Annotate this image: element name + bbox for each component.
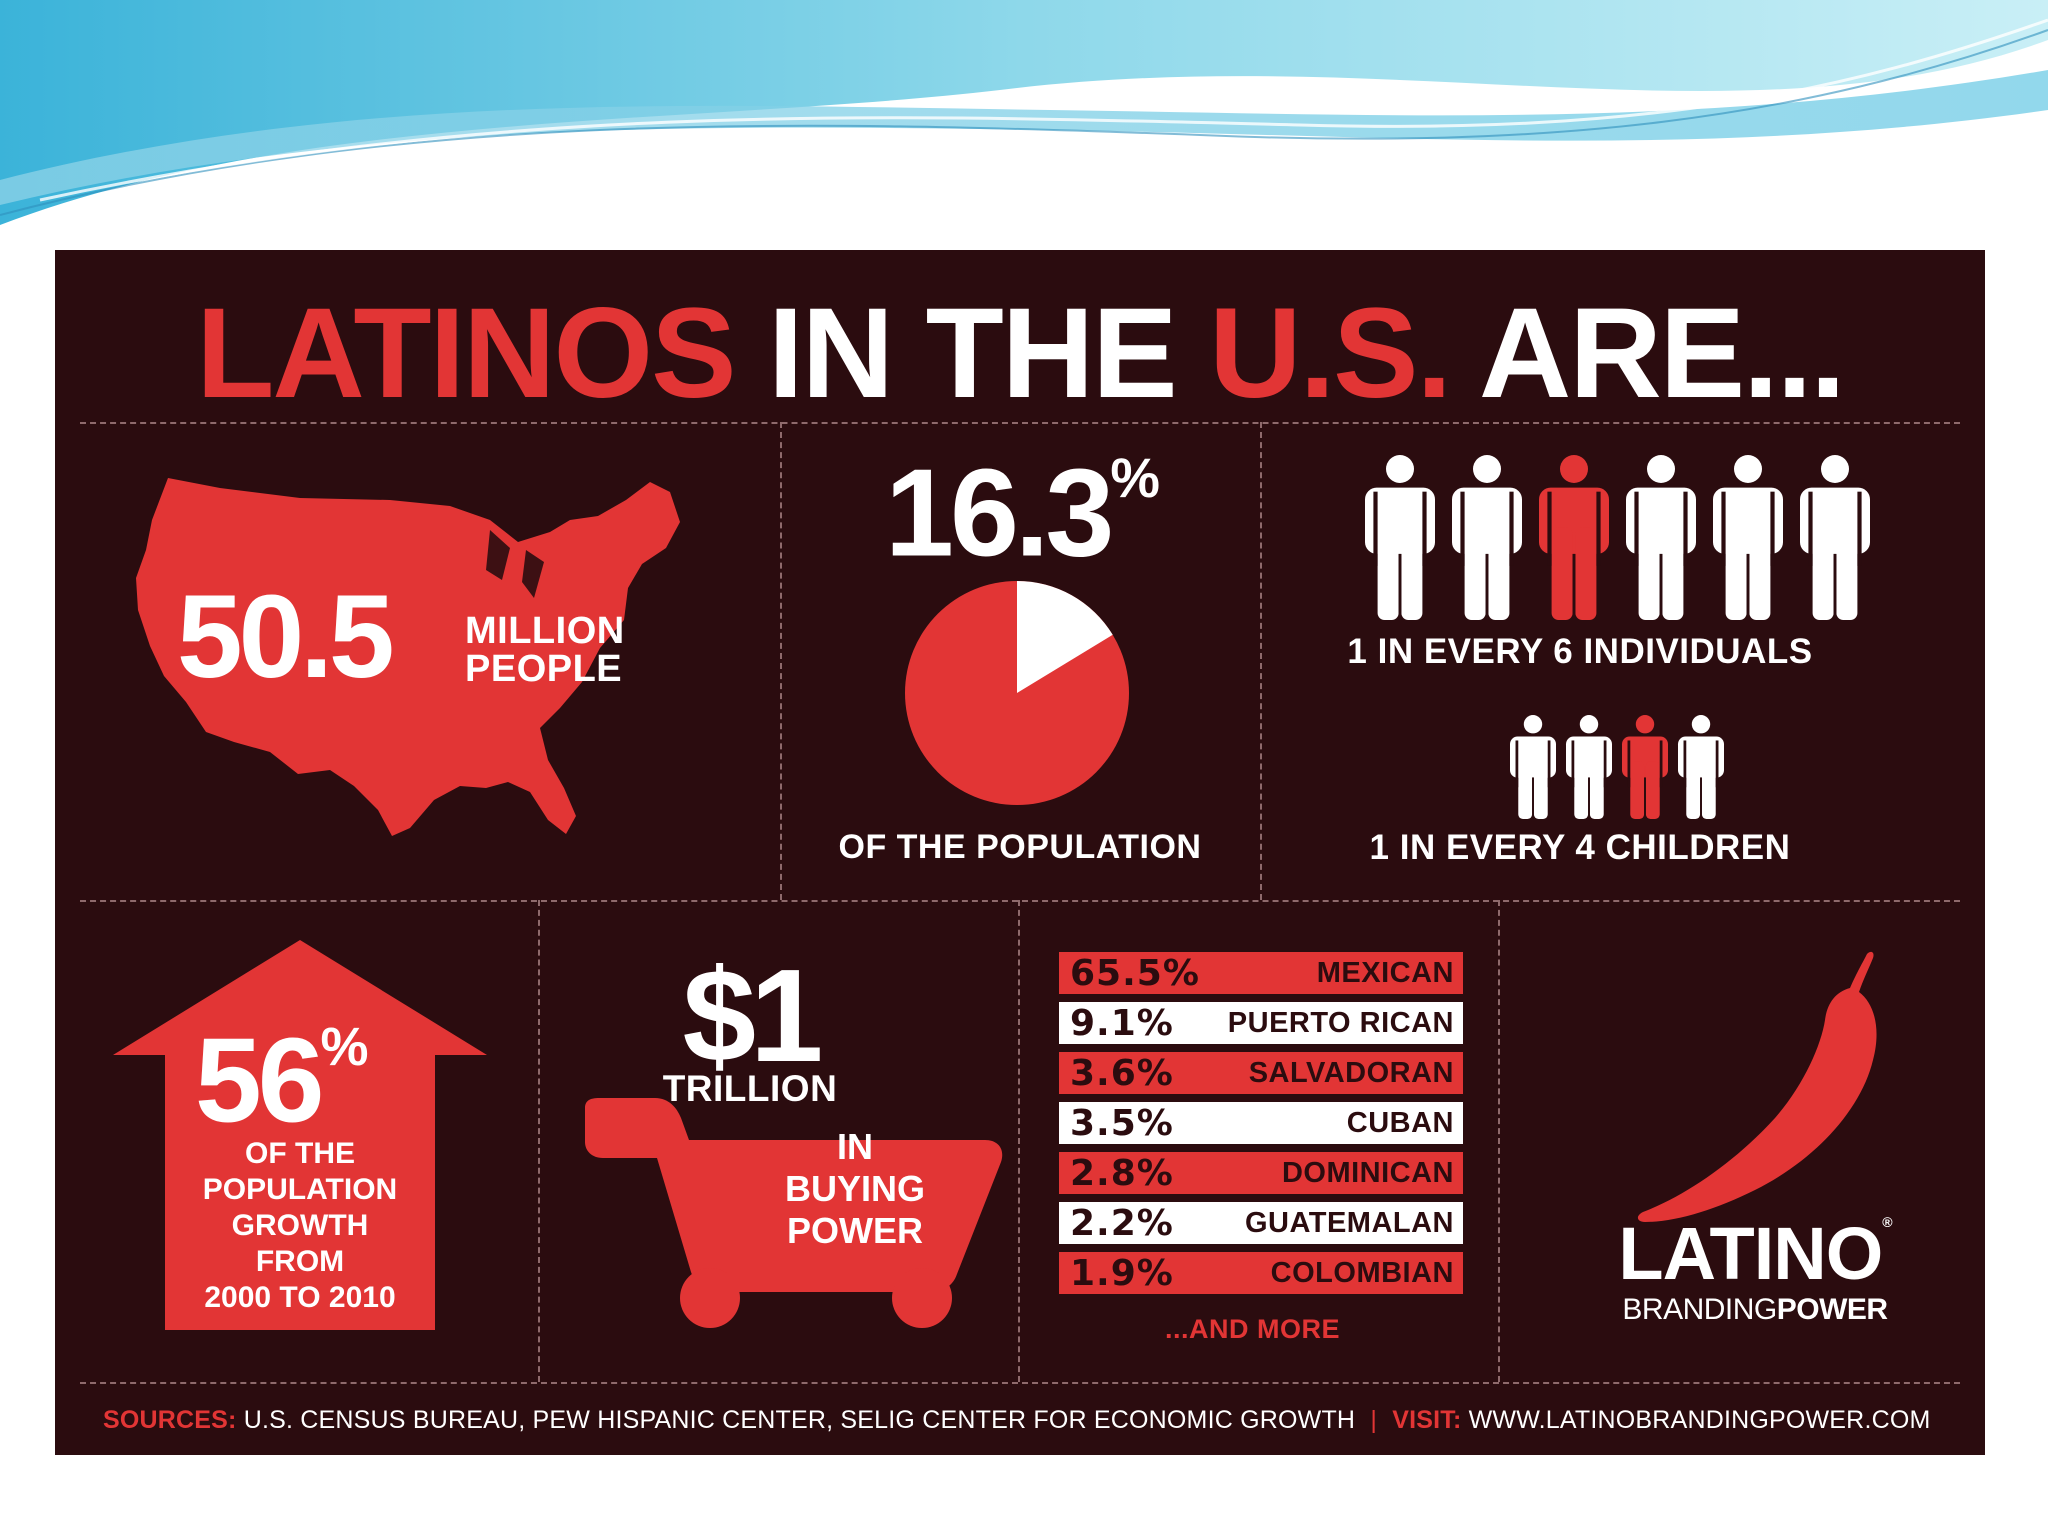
origin-pct: 1.9% bbox=[1070, 1252, 1174, 1294]
growth-number: 56 bbox=[195, 1013, 324, 1148]
origin-name: PUERTO RICAN bbox=[1227, 1006, 1454, 1039]
growth-line-4: FROM bbox=[255, 1245, 345, 1278]
sources-text: U.S. CENSUS BUREAU, PEW HISPANIC CENTER,… bbox=[243, 1406, 1356, 1434]
divider-v3 bbox=[538, 900, 540, 1382]
origin-name: MEXICAN bbox=[1316, 956, 1454, 989]
population-unit-million: MILLION bbox=[465, 610, 625, 652]
headline-us: U.S. bbox=[1209, 282, 1452, 425]
buying-power-amount: $1 bbox=[682, 942, 824, 1089]
child-icon-4 bbox=[1678, 715, 1724, 819]
person-icon-3 bbox=[1539, 455, 1609, 620]
origin-row-puerto-rican: 9.1% PUERTO RICAN bbox=[1059, 1002, 1463, 1044]
origin-row-colombian: 1.9% COLOMBIAN bbox=[1059, 1252, 1463, 1294]
headline-latinos: LATINOS bbox=[196, 282, 736, 425]
child-icon-3 bbox=[1622, 715, 1668, 819]
footer-sources: SOURCES: U.S. CENSUS BUREAU, PEW HISPANI… bbox=[103, 1406, 1943, 1435]
share-number: 16.3 bbox=[885, 444, 1114, 583]
divider-v1 bbox=[780, 422, 782, 900]
divider-v2 bbox=[1260, 422, 1262, 900]
origins-list: 65.5% MEXICAN 9.1% PUERTO RICAN 3.6% SAL… bbox=[1059, 952, 1463, 1302]
infographic-board: LATINOS IN THE U.S. ARE... 50.5 MILLION … bbox=[55, 250, 1985, 1455]
growth-line-1: OF THE bbox=[245, 1137, 355, 1170]
children-pictogram bbox=[1510, 715, 1724, 819]
population-number: 50.5 bbox=[177, 571, 395, 703]
chili-pepper-icon bbox=[1637, 951, 1877, 1222]
header-wave-decoration bbox=[0, 0, 2048, 225]
headline-in-the: IN THE bbox=[768, 282, 1178, 425]
shopping-cart-icon bbox=[585, 1098, 1003, 1328]
origin-row-guatemalan: 2.2% GUATEMALAN bbox=[1059, 1202, 1463, 1244]
buying-power-line-2: BUYING bbox=[784, 1168, 925, 1209]
share-percentage: 16.3% bbox=[885, 450, 1160, 576]
growth-line-5: 2000 TO 2010 bbox=[204, 1281, 396, 1314]
origins-more: ...AND MORE bbox=[1165, 1314, 1341, 1344]
person-icon-2 bbox=[1452, 455, 1522, 620]
brand-tagline: BRANDINGPOWER bbox=[1595, 1295, 1915, 1325]
brand-name-text: LATINO bbox=[1618, 1212, 1883, 1295]
brand-logo: LATINO® BRANDINGPOWER bbox=[1595, 1215, 1915, 1325]
origin-pct: 2.2% bbox=[1070, 1202, 1174, 1244]
population-unit: MILLION PEOPLE bbox=[465, 612, 625, 688]
usa-map-icon bbox=[136, 478, 680, 836]
brand-tag-light: BRANDING bbox=[1622, 1293, 1777, 1326]
divider-v5 bbox=[1498, 900, 1500, 1382]
origin-name: CUBAN bbox=[1346, 1106, 1454, 1139]
pie-chart-icon bbox=[905, 581, 1129, 805]
origin-pct: 9.1% bbox=[1070, 1002, 1174, 1044]
sources-label: SOURCES: bbox=[103, 1406, 237, 1434]
population-unit-people: PEOPLE bbox=[465, 648, 623, 690]
origin-name: SALVADORAN bbox=[1248, 1056, 1454, 1089]
up-arrow-icon bbox=[113, 940, 487, 1330]
origin-name: DOMINICAN bbox=[1281, 1156, 1454, 1189]
child-icon-2 bbox=[1566, 715, 1612, 819]
headline-title: LATINOS IN THE U.S. ARE... bbox=[55, 290, 1985, 418]
origin-pct: 3.6% bbox=[1070, 1052, 1174, 1094]
person-icon-5 bbox=[1713, 455, 1783, 620]
headline-are: ARE... bbox=[1478, 282, 1846, 425]
buying-power-line-3: POWER bbox=[786, 1210, 923, 1251]
divider-top bbox=[80, 422, 1960, 424]
individuals-pictogram bbox=[1365, 455, 1870, 620]
share-caption: OF THE POPULATION bbox=[838, 828, 1202, 866]
origin-row-dominican: 2.8% DOMINICAN bbox=[1059, 1152, 1463, 1194]
origin-pct: 2.8% bbox=[1070, 1152, 1174, 1194]
divider-bottom bbox=[80, 1382, 1960, 1384]
individuals-caption: 1 IN EVERY 6 INDIVIDUALS bbox=[1347, 632, 1813, 671]
person-icon-1 bbox=[1365, 455, 1435, 620]
children-caption: 1 IN EVERY 4 CHILDREN bbox=[1369, 828, 1791, 867]
child-icon-1 bbox=[1510, 715, 1556, 819]
origin-name: COLOMBIAN bbox=[1270, 1256, 1454, 1289]
brand-registered-mark: ® bbox=[1882, 1214, 1892, 1230]
origin-name: GUATEMALAN bbox=[1244, 1206, 1454, 1239]
visit-label: VISIT: bbox=[1392, 1406, 1462, 1434]
growth-percentage: 56% bbox=[195, 1020, 369, 1141]
person-icon-6 bbox=[1800, 455, 1870, 620]
origin-row-cuban: 3.5% CUBAN bbox=[1059, 1102, 1463, 1144]
brand-tag-bold: POWER bbox=[1776, 1293, 1888, 1326]
visit-link[interactable]: WWW.LATINOBRANDINGPOWER.COM bbox=[1468, 1406, 1931, 1434]
pie-slice-highlight bbox=[1017, 581, 1113, 693]
buying-power-unit: TRILLION bbox=[662, 1068, 838, 1109]
origin-row-salvadoran: 3.6% SALVADORAN bbox=[1059, 1052, 1463, 1094]
origin-pct: 65.5% bbox=[1070, 952, 1200, 994]
footer-separator: | bbox=[1370, 1406, 1378, 1434]
brand-name: LATINO® bbox=[1595, 1215, 1915, 1291]
divider-middle bbox=[80, 900, 1960, 902]
growth-percent-sign: % bbox=[320, 1017, 369, 1077]
person-icon-4 bbox=[1626, 455, 1696, 620]
buying-power-caption: IN BUYING POWER bbox=[675, 1126, 1035, 1252]
divider-v4 bbox=[1018, 900, 1020, 1382]
origin-row-mexican: 65.5% MEXICAN bbox=[1059, 952, 1463, 994]
growth-line-2: POPULATION bbox=[202, 1173, 398, 1206]
origin-pct: 3.5% bbox=[1070, 1102, 1174, 1144]
buying-power-line-1: IN bbox=[837, 1126, 873, 1167]
share-percent-sign: % bbox=[1110, 446, 1160, 509]
growth-line-3: GROWTH bbox=[231, 1209, 369, 1242]
growth-caption: OF THE POPULATION GROWTH FROM 2000 TO 20… bbox=[165, 1136, 435, 1316]
